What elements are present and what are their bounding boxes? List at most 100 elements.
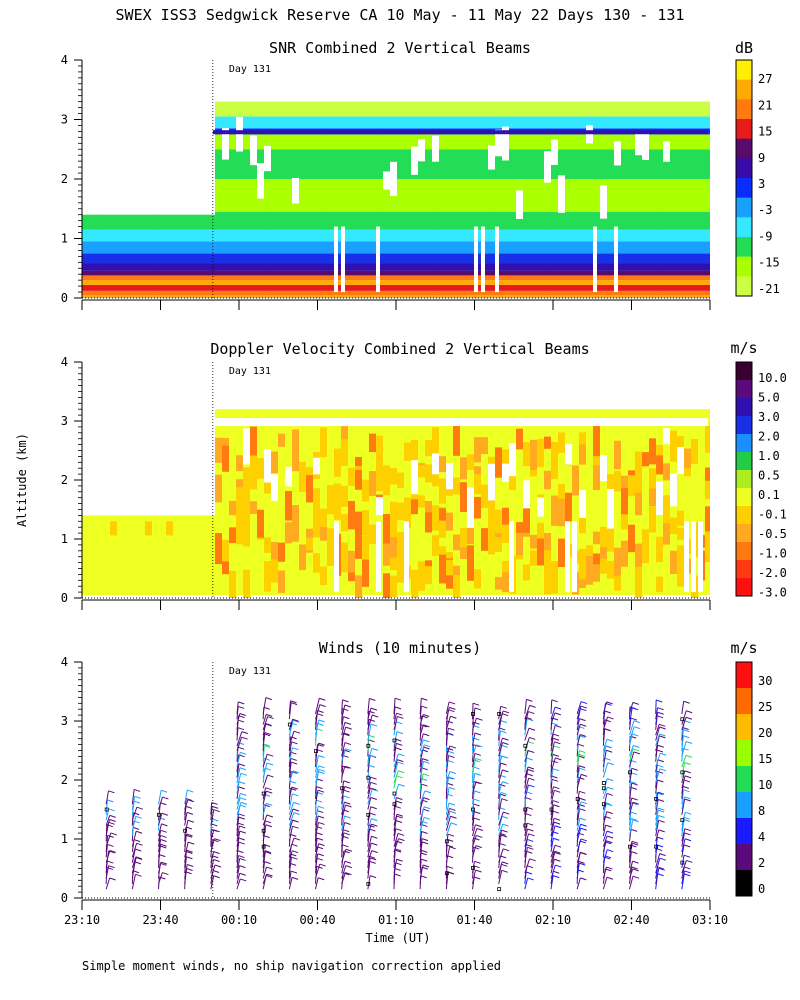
snr-cell [572, 290, 580, 296]
snr-cell [523, 229, 531, 242]
snr-cell [467, 253, 475, 264]
wind-barb-flag [683, 729, 690, 733]
wind-barb-flag [554, 706, 562, 710]
velocity-gap [600, 455, 608, 482]
wind-barb [341, 815, 345, 831]
wind-barb [210, 859, 215, 874]
velocity-cell [516, 409, 524, 596]
snr-cell [579, 290, 587, 296]
velocity-cell [229, 500, 237, 516]
snr-gap [516, 190, 524, 219]
wind-barb [472, 799, 475, 815]
wind-barb-flag [684, 832, 691, 836]
snr-cell [691, 280, 699, 285]
snr-cell [271, 149, 279, 179]
wind-barb-flag [474, 860, 481, 864]
snr-cell [145, 263, 153, 271]
velocity-gap [670, 473, 678, 507]
snr-cell [453, 179, 461, 212]
velocity-cell [551, 495, 559, 526]
y-tick-label: 3 [61, 113, 68, 127]
snr-cell [229, 284, 237, 291]
wind-barb [472, 753, 476, 768]
snr-cell [670, 229, 678, 242]
snr-cell [425, 116, 433, 129]
snr-cell [208, 241, 216, 254]
snr-cell [460, 101, 468, 117]
wind-barb [550, 757, 556, 773]
snr-cell [691, 295, 699, 298]
snr-cell [327, 280, 335, 285]
wind-barb-flag [290, 770, 298, 774]
velocity-gap [607, 488, 615, 529]
wind-barb [105, 877, 111, 890]
snr-cell [264, 280, 272, 285]
y-tick-label: 0 [61, 291, 68, 305]
snr-cell [82, 270, 90, 276]
wind-barb [602, 750, 607, 768]
snr-cell [383, 229, 391, 242]
snr-cell [523, 290, 531, 296]
velocity-cell [502, 572, 510, 593]
velocity-cell [264, 561, 272, 592]
velocity-cell [215, 485, 223, 500]
velocity-cell [670, 550, 678, 575]
snr-cell [285, 241, 293, 254]
wind-barb [681, 762, 686, 778]
snr-cell [264, 295, 272, 298]
velocity-cell [362, 510, 370, 527]
wind-barb [681, 796, 685, 810]
wind-barb-flag [578, 776, 585, 780]
snr-cell [229, 211, 237, 230]
snr-cell [600, 149, 608, 179]
wind-barb [655, 858, 661, 874]
wind-barb-flag [396, 712, 403, 716]
wind-barb-flag [344, 704, 351, 708]
snr-gap [390, 161, 398, 196]
wind-barb [131, 856, 137, 869]
wind-barb-flag [394, 867, 401, 871]
colorbar-swatch [736, 398, 752, 417]
snr-cell [194, 270, 202, 276]
wind-barb-flag [657, 866, 664, 870]
velocity-cell [250, 501, 258, 514]
wind-barb-flag [553, 745, 560, 749]
snr-cell [250, 275, 258, 281]
snr-cell [558, 270, 566, 276]
wind-barb-flag [604, 719, 611, 723]
wind-barb [262, 732, 266, 746]
snr-cell [607, 179, 615, 212]
snr-cell [495, 149, 503, 179]
snr-cell [236, 211, 244, 230]
wind-barb-flag [316, 865, 323, 869]
snr-cell [264, 253, 272, 264]
wind-barb-flag [422, 864, 430, 868]
wind-barb-flag [395, 800, 403, 804]
wind-barb [341, 802, 345, 815]
snr-cell [397, 253, 405, 264]
wind-barb [524, 778, 530, 794]
wind-barb-flag [240, 878, 247, 882]
snr-cell [362, 270, 370, 276]
snr-cell [250, 284, 258, 291]
snr-cell [481, 101, 489, 117]
snr-cell [320, 280, 328, 285]
wind-barb-flag [290, 702, 298, 706]
velocity-cell [397, 551, 405, 583]
snr-cell [572, 253, 580, 264]
snr-cell [530, 101, 538, 117]
snr-cell [453, 241, 461, 254]
snr-cell [530, 116, 538, 129]
wind-barb [419, 724, 424, 736]
snr-cell [404, 263, 412, 271]
snr-cell [649, 295, 657, 298]
wind-barb-flag [396, 813, 404, 817]
snr-cell [586, 229, 594, 242]
velocity-cell [390, 501, 398, 525]
wind-barb [341, 766, 346, 778]
colorbar-swatch [736, 276, 752, 297]
wind-barb [655, 753, 661, 768]
snr-cell [495, 211, 503, 230]
wind-barb-flag [631, 840, 639, 844]
wind-barb-flag [526, 718, 534, 722]
